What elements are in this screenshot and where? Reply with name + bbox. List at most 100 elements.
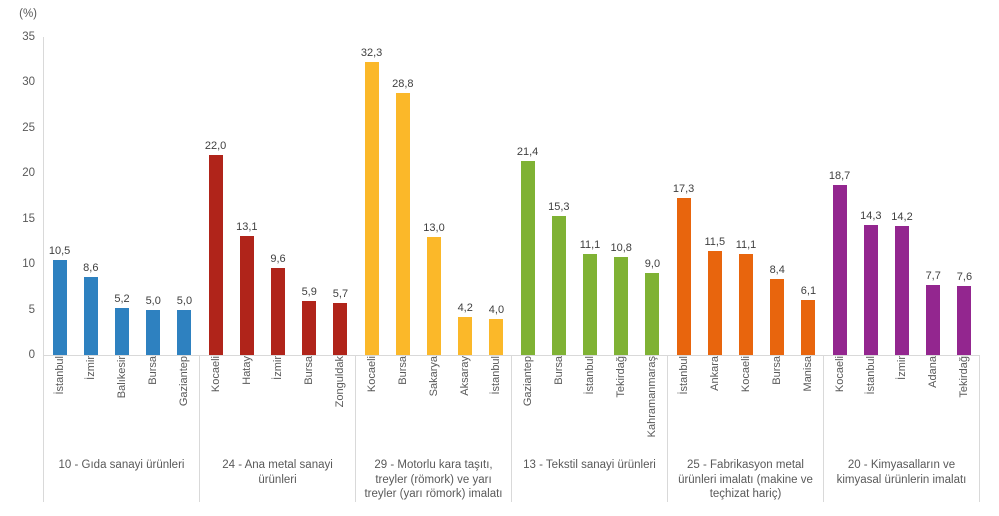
bar-value-label: 8,4 [769,263,785,276]
city-label: Bursa [770,356,783,385]
city-label: Bursa [302,356,315,385]
bar-value-label: 9,0 [644,258,661,271]
group-label: 13 - Tekstil sanayi ürünleri [523,459,656,471]
bar-slot: 10,5 [44,37,75,355]
bar-slot: 8,4 [762,37,793,355]
bar-group: 21,4 15,3 11,1 10,8 9,0 [512,37,668,355]
group-label: 29 - Motorlu kara taşıtı, treyler (römor… [364,459,503,500]
bar [551,216,566,355]
y-tick-label: 25 [22,121,35,134]
city-slot: Ankara [699,356,730,448]
bar-group: 17,3 11,5 11,1 8,4 6,1 [668,37,824,355]
y-tick-label: 0 [28,349,35,361]
bar-value-label: 32,3 [360,46,383,59]
bar-value-label: 17,3 [672,182,695,195]
bar-slot: 14,2 [886,37,917,355]
bar [801,299,816,355]
bar [645,273,660,355]
y-tick-label: 15 [22,212,35,225]
city-label: Balıkesir [115,356,128,399]
city-slot: Kocaeli [824,356,855,448]
city-slot: İstanbul [574,356,605,448]
city-label: Gaziantep [177,356,190,407]
bar [115,307,129,355]
bar [364,61,379,355]
y-tick-label: 20 [22,167,35,180]
bar-value-label: 10,5 [48,244,71,257]
bar-value-label: 5,2 [114,292,130,305]
city-label-row: Kocaeli Hatay İzmir Bursa Zonguldak [200,356,355,448]
bar-value-label: 11,1 [579,239,601,252]
bar-group: 18,7 14,3 14,2 7,7 7,6 [824,37,980,355]
city-label: İzmir [84,356,97,380]
bar [302,301,317,355]
bar-slot: 5,0 [138,37,169,355]
city-label: Bursa [146,356,159,385]
bar-slot: 14,3 [855,37,886,355]
city-slot: Balıkesir [106,356,137,448]
city-slot: Bursa [543,356,574,448]
city-slot: İzmir [886,356,917,448]
bar [427,236,441,355]
bar [83,276,98,355]
bar-value-label: 22,0 [204,140,227,153]
bar-slot: 17,3 [668,37,699,355]
city-label: Adana [926,356,939,388]
group-label: 24 - Ana metal sanayi ürünleri [222,459,333,486]
city-slot: İstanbul [480,356,511,448]
y-axis-unit-label: (%) [19,8,37,20]
city-label-row: Kocaeli Bursa Sakarya Aksaray İstanbul [356,356,511,448]
bar-slot: 9,6 [262,37,293,355]
bar-value-label: 7,7 [925,270,941,283]
bar-group: 32,3 28,8 13,0 4,2 4,0 [356,37,512,355]
bar [957,285,972,355]
city-label: İzmir [895,356,908,380]
city-label-row: Gaziantep Bursa İstanbul Tekirdağ Kahramanma… [512,356,667,448]
city-label: Aksaray [458,356,471,396]
city-slot: Manisa [792,356,823,448]
group-label: 10 - Gıda sanayi ürünleri [58,459,185,471]
bar [614,256,629,355]
bar-slot: 15,3 [543,37,574,355]
bar-value-label: 14,2 [891,210,913,223]
bar [239,235,254,355]
bar [863,225,878,355]
city-label: Sakarya [427,356,440,397]
bar-value-label: 8,6 [83,261,99,274]
bar [333,303,348,355]
bar-slot: 11,5 [699,37,730,355]
bar-slot: 7,6 [949,37,980,355]
bar-slot: 8,6 [75,37,106,355]
city-label: İstanbul [53,356,66,395]
city-slot: Tekirdağ [948,356,979,448]
city-slot: Aksaray [449,356,480,448]
bar-slot: 10,8 [606,37,637,355]
bar-slot: 13,1 [231,37,262,355]
bar-slot: 32,3 [356,37,387,355]
city-slot: İstanbul [44,356,75,448]
city-slot: İstanbul [855,356,886,448]
group-label: 20 - Kimyasalların ve kimyasal ürünlerin… [836,459,967,486]
city-slot: Bursa [387,356,418,448]
y-tick-label: 10 [22,258,35,271]
bar-slot: 4,0 [481,37,512,355]
bar [52,259,67,355]
bar [895,225,909,355]
bar [583,254,597,355]
y-axis: 0 5 10 15 20 25 30 35 [0,31,43,361]
bar-slot: 9,0 [637,37,668,355]
y-tick-label: 30 [22,76,35,89]
bar-value-label: 4,2 [457,301,473,314]
city-slot: Gaziantep [512,356,543,448]
bar [271,267,285,355]
bar [676,197,691,355]
bar-slot: 13,0 [418,37,449,355]
city-label: Kocaeli [209,356,222,393]
city-label: Bursa [552,356,565,385]
bar-slot: 21,4 [512,37,543,355]
bar-group: 22,0 13,1 9,6 5,9 5,7 [200,37,356,355]
bar-value-label: 5,7 [332,288,349,301]
bar-slot: 11,1 [574,37,605,355]
bar [707,250,722,355]
bar-value-label: 28,8 [392,78,414,91]
